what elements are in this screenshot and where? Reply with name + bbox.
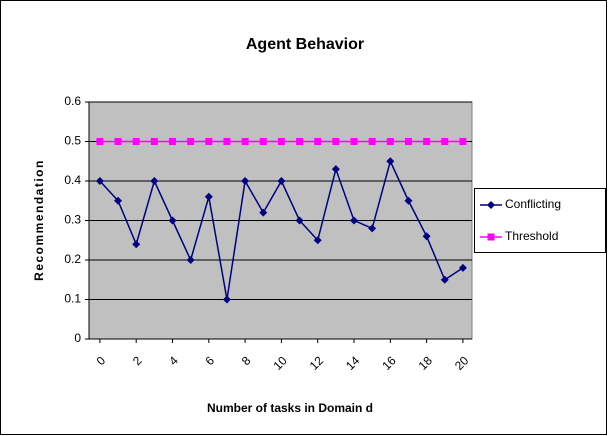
point [168, 216, 177, 225]
point [96, 138, 104, 145]
point [204, 192, 213, 201]
point [440, 275, 449, 284]
legend-box [474, 188, 606, 253]
point [168, 138, 176, 145]
y-axis-label: Recommendation [32, 159, 46, 281]
point [132, 240, 141, 249]
point [386, 138, 394, 145]
point [423, 138, 431, 145]
point [114, 196, 123, 205]
point [368, 138, 376, 145]
point [277, 138, 285, 145]
point [296, 138, 304, 145]
point [331, 165, 340, 174]
point [114, 138, 122, 145]
legend-marker [487, 233, 495, 241]
chart-title: Agent Behavior [246, 36, 364, 53]
point [314, 138, 322, 145]
point [422, 232, 431, 241]
point [223, 138, 231, 145]
point [441, 138, 449, 145]
point [350, 138, 358, 145]
point [350, 216, 359, 225]
y-tick-label: 0.1 [64, 292, 81, 306]
point [459, 138, 467, 145]
point [222, 295, 231, 304]
point [313, 236, 322, 245]
x-axis-label: Number of tasks in Domain d [207, 401, 373, 415]
y-tick-label: 0.5 [64, 134, 81, 148]
point [277, 177, 286, 185]
point [132, 138, 140, 145]
y-tick-label: 0.2 [64, 252, 81, 266]
legend-label: Threshold [505, 229, 558, 243]
point [259, 208, 268, 217]
point [205, 138, 213, 145]
point [332, 138, 340, 145]
point [186, 256, 195, 264]
legend-marker [487, 201, 495, 209]
point [259, 138, 267, 145]
point [295, 216, 304, 225]
y-tick-label: 0.6 [64, 94, 81, 108]
point [386, 157, 395, 166]
point [187, 138, 195, 145]
point [150, 138, 158, 145]
point [241, 138, 249, 145]
point [404, 138, 412, 145]
point [368, 224, 377, 233]
legend-label: Conflicting [505, 197, 561, 211]
y-tick-label: 0 [74, 331, 81, 345]
point [404, 196, 413, 205]
point [241, 177, 250, 185]
y-tick-label: 0.4 [64, 173, 81, 187]
point [95, 177, 104, 185]
y-tick-label: 0.3 [64, 213, 81, 227]
point [150, 177, 159, 185]
point [458, 263, 467, 272]
